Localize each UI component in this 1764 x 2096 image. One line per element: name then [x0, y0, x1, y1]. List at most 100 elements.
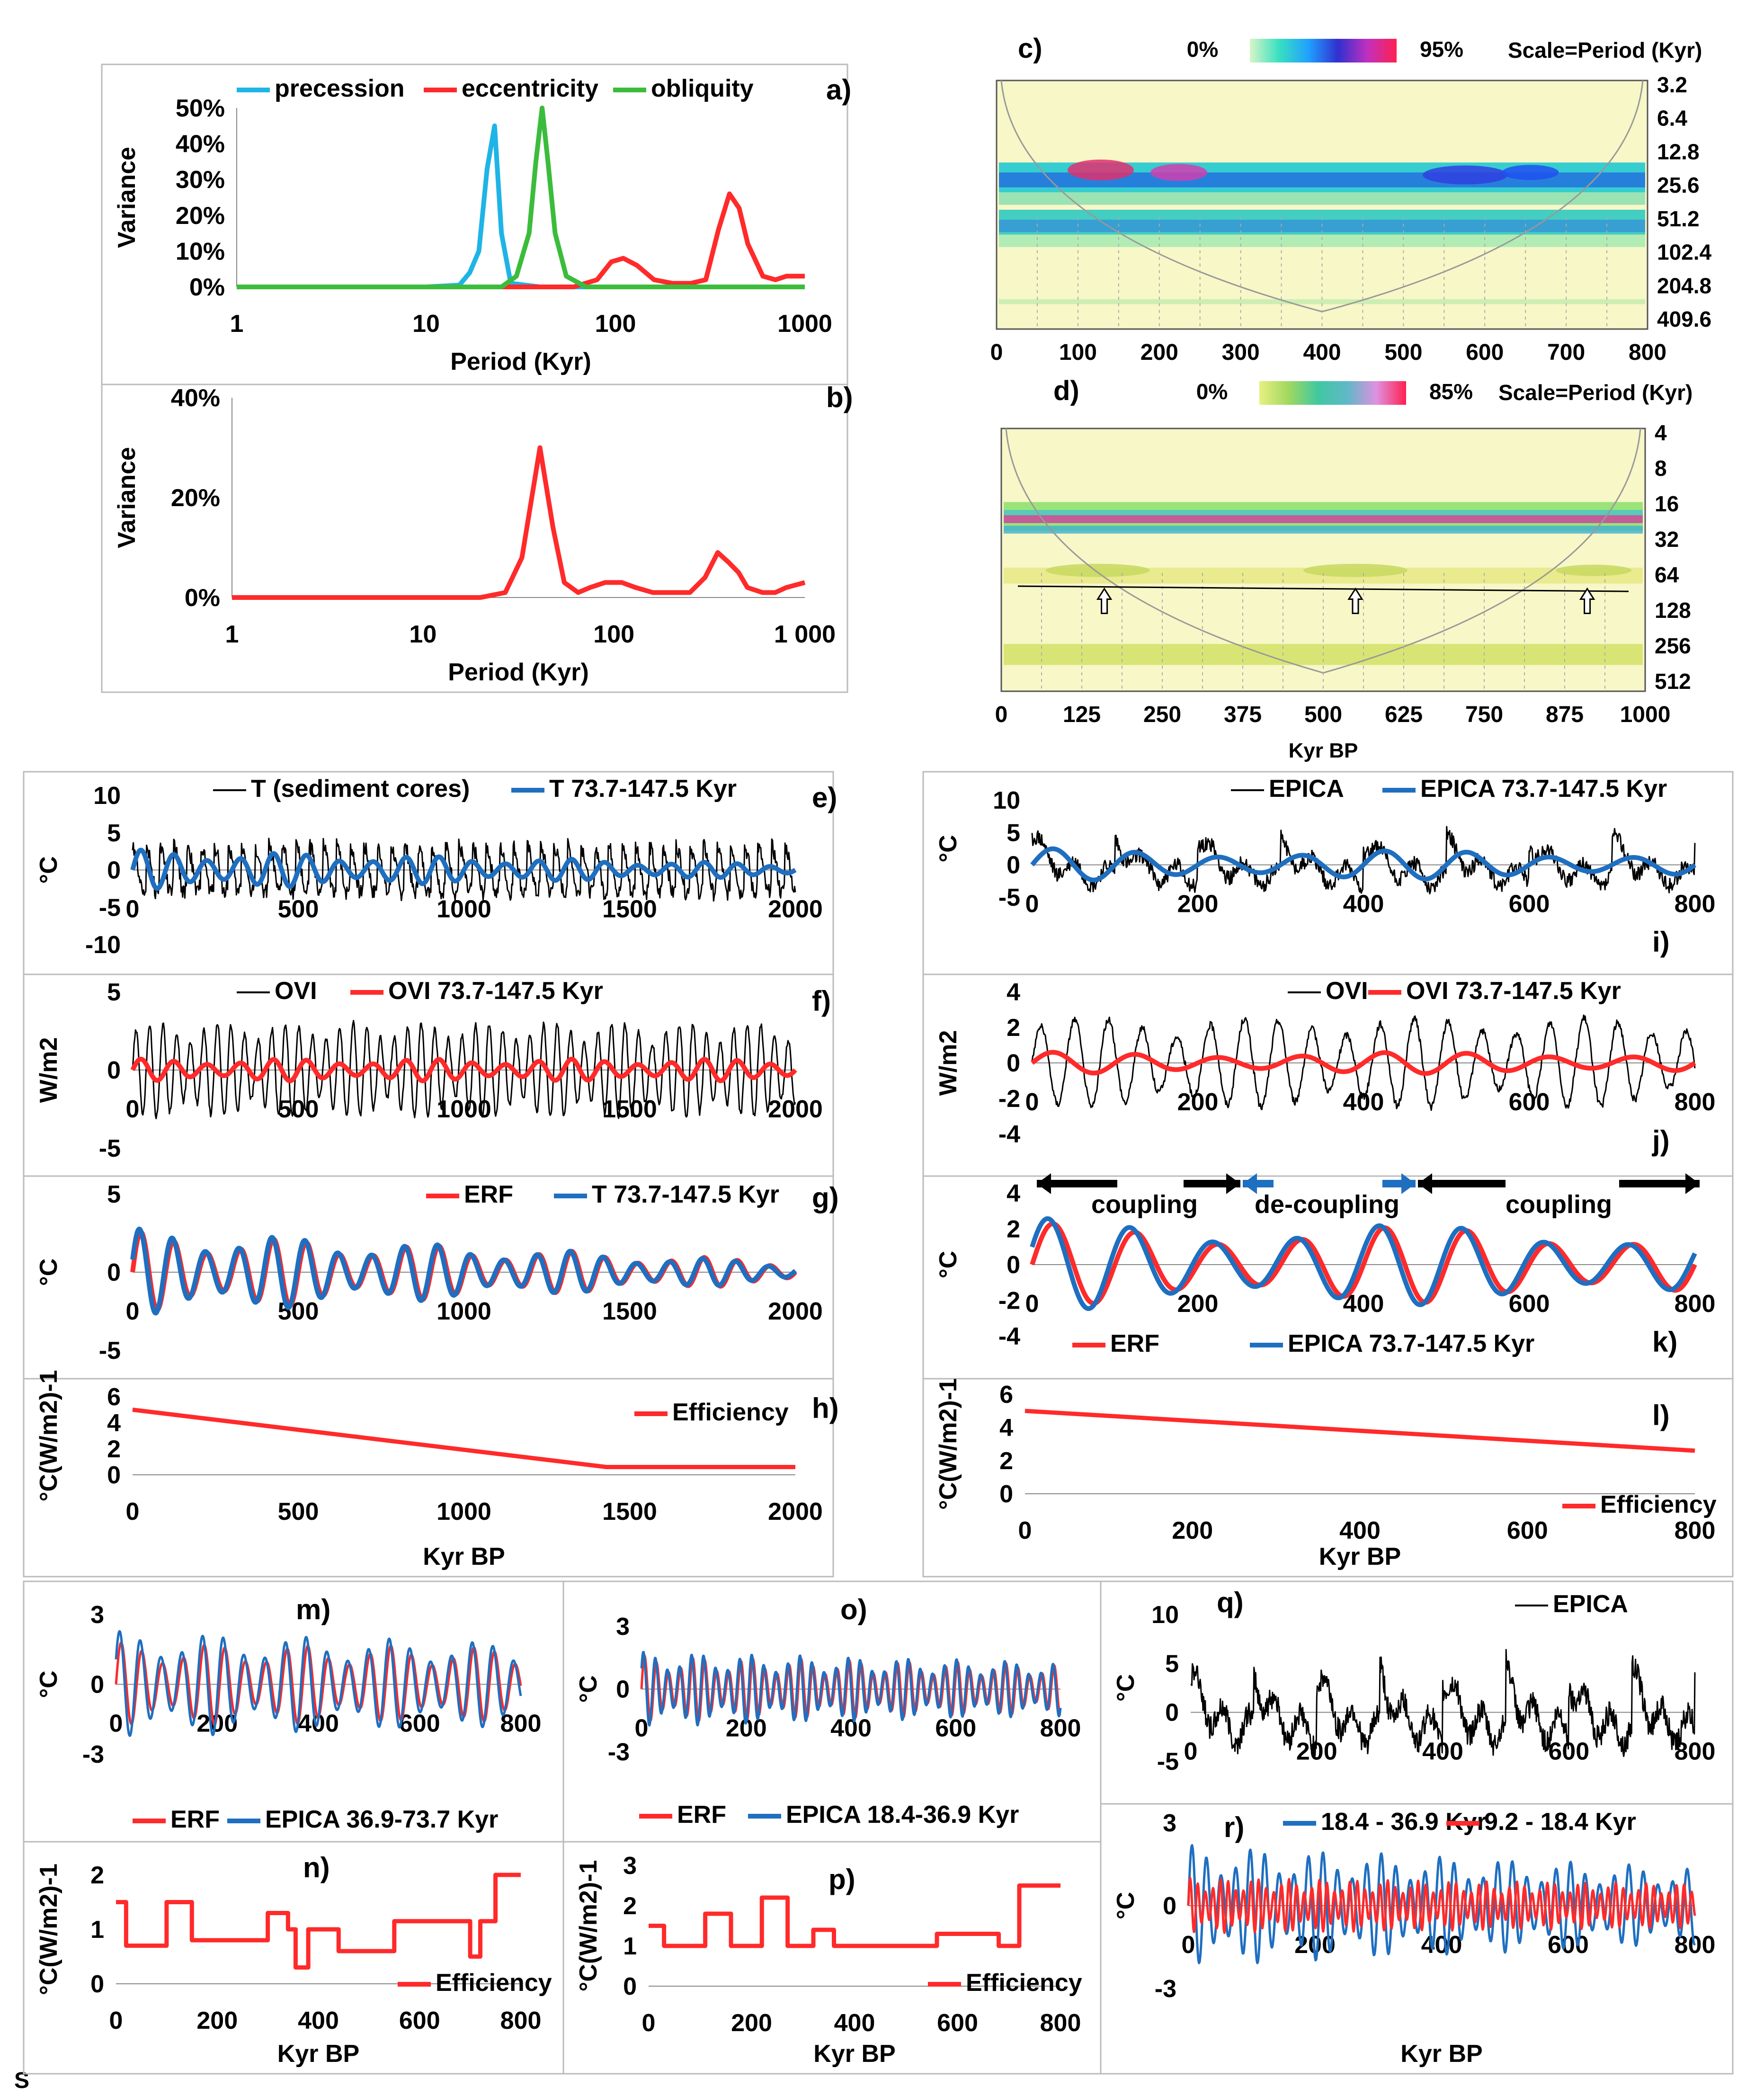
coupling-arrow-head [1243, 1173, 1257, 1194]
series-line-0 [649, 1883, 1060, 1948]
series-line-0 [1031, 1014, 1696, 1111]
colorbar-max-label: 85% [1429, 379, 1473, 404]
y-tick-label: 5 [107, 979, 121, 1006]
x-tick-label: 1000 [437, 1498, 491, 1525]
y-tick-label: 10 [993, 787, 1020, 814]
panel-label: g) [812, 1182, 839, 1213]
y-tick-label: 1 [90, 1916, 104, 1944]
x-axis-title: Kyr BP [423, 1543, 505, 1570]
panel-label: c) [1018, 33, 1042, 64]
legend-label: Efficiency [1600, 1491, 1717, 1518]
panel-label: o) [840, 1594, 867, 1625]
power-blob [1423, 165, 1508, 185]
y-tick-label: 0 [1165, 1699, 1179, 1727]
annotation-text: coupling [1091, 1190, 1198, 1219]
legend-label: T 73.7-147.5 Kyr [549, 775, 737, 803]
y-tick-label: 128 [1655, 598, 1691, 623]
x-tick-label: 1500 [602, 1298, 657, 1325]
legend-label: EPICA [1553, 1590, 1628, 1618]
y-tick-label: -3 [608, 1739, 630, 1766]
chart-p: 3 2 1 00 200 400 600 800 Kyr BP °C(W/m2)-1 Efficie… [575, 1852, 1082, 2068]
series-line-1 [130, 847, 797, 891]
x-tick-label: 10 [409, 621, 437, 648]
y-axis-title: °C [935, 1251, 962, 1278]
x-tick-label: 800 [1675, 1290, 1716, 1318]
x-tick-label: 800 [1040, 2009, 1081, 2037]
series-line-1 [1030, 1050, 1697, 1076]
y-axis-title: °C(W/m2)-1 [575, 1860, 602, 1992]
x-axis-title: Kyr BP [1319, 1543, 1401, 1570]
y-tick-label: 5 [1165, 1650, 1179, 1677]
panel-label: k) [1652, 1326, 1677, 1358]
x-tick-label: 1500 [602, 1498, 657, 1525]
x-tick-label: 600 [1507, 1517, 1548, 1544]
colorbar-min-label: 0% [1196, 379, 1228, 404]
x-tick-label: 600 [1466, 340, 1504, 365]
x-tick-label: 0 [1025, 1088, 1039, 1116]
x-tick-label: 0 [990, 340, 1003, 365]
panel-frame-l [922, 1378, 1734, 1578]
x-tick-label: 1000 [437, 1298, 491, 1325]
x-tick-label: 1500 [602, 896, 657, 923]
panel-label: a) [826, 74, 851, 106]
legend-label: EPICA 36.9-73.7 Kyr [265, 1806, 498, 1833]
legend-label: OVI 73.7-147.5 Kyr [388, 977, 603, 1005]
x-tick-label: 1000 [1620, 702, 1671, 727]
x-tick-label: 600 [1509, 1290, 1550, 1318]
panel-label: m) [296, 1594, 330, 1625]
x-axis-title: Kyr BP [1289, 739, 1358, 762]
y-tick-label: 2 [999, 1447, 1013, 1475]
x-tick-label: 600 [937, 2009, 978, 2037]
x-tick-label: 1000 [437, 1096, 491, 1123]
series-line-1 [640, 1650, 1062, 1727]
x-tick-label: 400 [830, 1715, 872, 1742]
x-tick-label: 200 [1177, 1088, 1219, 1116]
x-tick-label: 2000 [768, 1096, 823, 1123]
legend-label: EPICA 73.7-147.5 Kyr [1288, 1330, 1534, 1357]
x-tick-label: 0 [126, 1498, 140, 1525]
y-tick-label: 4 [999, 1414, 1013, 1442]
y-tick-label: 0 [107, 1259, 121, 1286]
panel-label: n) [303, 1852, 330, 1883]
y-tick-label: 40% [176, 131, 225, 158]
y-tick-label: 12.8 [1657, 139, 1700, 164]
chart-a: 0% 10% 20% 30% 40% 50% 1 10 100 1000 Period (Kyr) V… [113, 74, 851, 375]
y-tick-label: 409.6 [1657, 307, 1711, 331]
x-tick-label: 500 [1304, 702, 1342, 727]
panel-label: h) [812, 1392, 839, 1424]
y-tick-label: 6 [107, 1383, 121, 1411]
x-tick-label: 0 [995, 702, 1008, 727]
y-tick-label: 6.4 [1657, 106, 1687, 131]
x-axis-title: Kyr BP [277, 2040, 359, 2068]
period-line [1017, 585, 1629, 592]
y-tick-label: 4 [1655, 420, 1667, 445]
y-tick-label: 20% [176, 202, 225, 230]
power-blob [1502, 165, 1559, 180]
scale-label: Scale=Period (Kyr) [1498, 380, 1693, 405]
series-line-0 [1025, 1409, 1695, 1453]
series-line-1 [130, 1056, 797, 1083]
x-tick-label: 0 [1184, 1738, 1198, 1766]
up-arrow [1347, 587, 1363, 615]
series-line-0 [1190, 1649, 1696, 1757]
series-line-0 [232, 445, 806, 600]
y-tick-label: -3 [82, 1741, 104, 1768]
y-tick-label: 2 [1007, 1014, 1020, 1042]
x-tick-label: 125 [1063, 702, 1101, 727]
power-blob [1150, 164, 1207, 181]
power-band [999, 299, 1645, 304]
x-tick-label: 0 [109, 1710, 123, 1738]
series-line-0 [132, 838, 796, 902]
x-tick-label: 300 [1222, 340, 1260, 365]
x-tick-label: 800 [1629, 340, 1666, 365]
x-tick-label: 2000 [768, 1298, 823, 1325]
legend-label: precession [275, 75, 405, 102]
y-tick-label: 0 [107, 857, 121, 884]
colorbar [1250, 39, 1397, 62]
x-tick-label: 1000 [777, 310, 832, 338]
legend-label: EPICA 18.4-36.9 Kyr [786, 1801, 1019, 1828]
